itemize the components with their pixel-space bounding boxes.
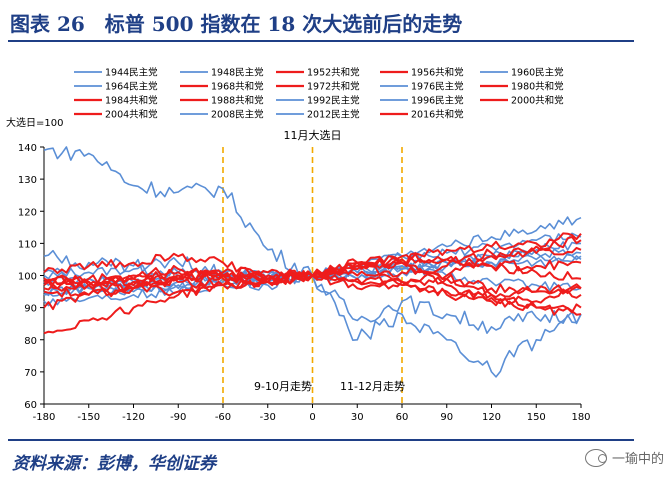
- legend-label: 2016共和党: [411, 109, 464, 121]
- legend-label: 1968共和党: [211, 81, 264, 93]
- series-line-2016共和党: [43, 232, 582, 293]
- legend-label: 1992民主党: [307, 95, 360, 107]
- source-note: 资料来源：彭博，华创证券: [12, 454, 216, 474]
- x-tick-label: 60: [396, 412, 409, 423]
- title-bar: 图表 26 标普 500 指数在 18 次大选前后的走势: [0, 0, 670, 44]
- x-tick-label: -120: [122, 412, 145, 423]
- y-tick-label: 60: [24, 400, 37, 411]
- legend-label: 1956共和党: [411, 67, 464, 79]
- x-tick-label: 0: [309, 412, 315, 423]
- legend-label: 1944民主党: [105, 67, 158, 79]
- x-tick-label: 90: [440, 412, 453, 423]
- election-day-annotation: 11月大选日: [284, 128, 342, 142]
- y-tick-label: 80: [24, 336, 37, 347]
- y-axis-label: 大选日=100: [6, 116, 63, 129]
- legend-label: 1980共和党: [511, 81, 564, 93]
- page-title: 图表 26 标普 500 指数在 18 次大选前后的走势: [10, 12, 463, 36]
- x-tick-label: -30: [260, 412, 276, 423]
- y-tick-label: 70: [24, 368, 37, 379]
- watermark-text: 一瑜中的: [611, 452, 664, 467]
- legend-label: 1964民主党: [105, 81, 158, 93]
- y-tick-label: 140: [18, 143, 37, 154]
- wechat-icon: [584, 448, 607, 467]
- legend-label: 1960民主党: [511, 67, 564, 79]
- x-tick-label: -90: [170, 412, 186, 423]
- y-tick-label: 120: [18, 207, 37, 218]
- y-tick-label: 100: [18, 272, 37, 283]
- legend-label: 1948民主党: [211, 67, 264, 79]
- source-divider: [8, 439, 634, 441]
- y-tick-label: 130: [18, 175, 37, 186]
- legend-label: 1988共和党: [211, 95, 264, 107]
- x-tick-label: 180: [571, 412, 590, 423]
- legend-label: 1976民主党: [411, 81, 464, 93]
- legend-label: 2008民主党: [211, 109, 264, 121]
- chart-container: 60 70 80 90 100 110 120 130 140 -180 -150 -120 -90 -6…: [0, 48, 670, 434]
- legend-label: 1952共和党: [307, 67, 360, 79]
- legend-label: 2004共和党: [105, 109, 158, 121]
- legend-label: 1972共和党: [307, 81, 360, 93]
- x-tick-label: 150: [527, 412, 546, 423]
- legend-label: 2000共和党: [511, 95, 564, 107]
- title-divider: [8, 40, 634, 42]
- left-band-annotation: 9-10月走势: [254, 380, 312, 393]
- x-tick-label: 30: [351, 412, 364, 423]
- x-tick-label: -150: [77, 412, 100, 423]
- y-tick-label: 110: [18, 239, 37, 250]
- x-tick-label: -60: [215, 412, 231, 423]
- x-tick-label: 120: [482, 412, 501, 423]
- line-chart: 60 70 80 90 100 110 120 130 140 -180 -150 -120 -90 -6…: [6, 67, 591, 424]
- legend-label: 1996民主党: [411, 95, 464, 107]
- legend-label: 1984共和党: [105, 95, 158, 107]
- y-tick-label: 90: [24, 304, 37, 315]
- watermark: 一瑜中的: [584, 448, 664, 467]
- legend-label: 2012民主党: [307, 109, 360, 121]
- right-band-annotation: 11-12月走势: [340, 380, 405, 393]
- x-tick-label: -180: [33, 412, 56, 423]
